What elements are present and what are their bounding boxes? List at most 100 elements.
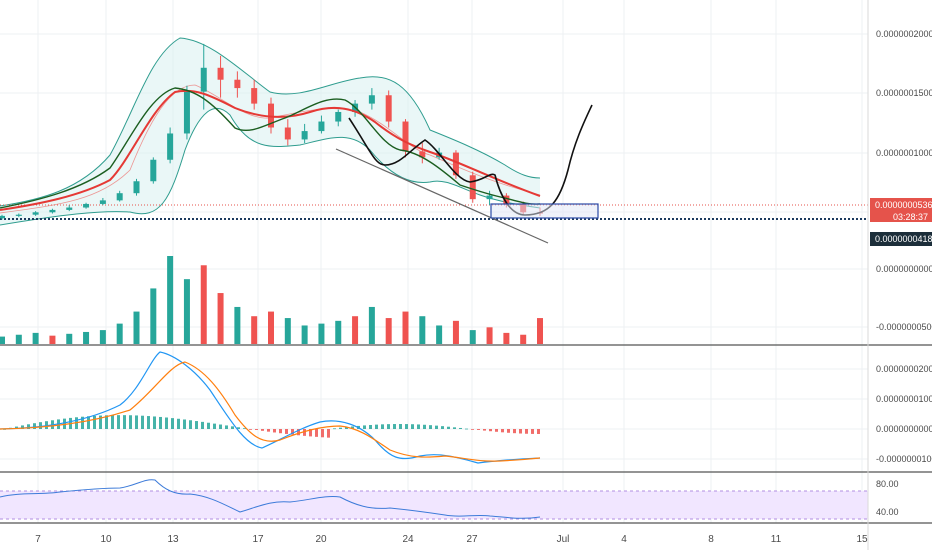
macd-hist-bar	[165, 417, 168, 429]
x-tick: 10	[100, 534, 112, 545]
macd-hist-bar	[507, 429, 510, 433]
y-tick: 0.0000001000	[876, 148, 932, 158]
macd-hist-bar	[411, 424, 414, 429]
bollinger-lower	[0, 107, 541, 226]
macd-hist-bar	[375, 424, 378, 429]
volume-bar	[335, 320, 342, 344]
time-axis[interactable]: 7 10 13 17 20 24 27 Jul 4 8 11 15	[35, 534, 868, 545]
last-price-badge	[870, 198, 932, 211]
ema-slow	[0, 89, 541, 211]
macd-hist-bar	[399, 424, 402, 429]
macd-hist-bar	[99, 415, 102, 429]
macd-hist-bar	[333, 428, 336, 430]
x-tick: 15	[856, 534, 868, 545]
macd-hist-bar	[309, 429, 312, 437]
macd-hist-bar	[135, 415, 138, 429]
volume-bar	[436, 325, 443, 344]
candle-body	[503, 195, 510, 204]
candle-body	[419, 151, 426, 158]
volume-axis[interactable]: 0.0000000000 -0.0000000500	[876, 264, 932, 332]
volume-bar	[150, 288, 157, 344]
macd-hist-bar	[345, 427, 348, 429]
candle-body	[301, 131, 308, 140]
macd-hist-bar	[183, 419, 186, 429]
price-axis[interactable]: 0.0000002000 0.0000001500 0.0000001000 0…	[870, 29, 932, 246]
rsi-line	[0, 479, 541, 519]
macd-hist-bar	[21, 425, 24, 429]
x-tick: 7	[35, 534, 41, 545]
candle-body	[268, 103, 274, 128]
volume-bar	[452, 320, 459, 344]
macd-hist-bar	[423, 424, 426, 429]
countdown-label: 03:28:37	[893, 212, 928, 222]
volume-bar	[234, 306, 241, 344]
macd-pane[interactable]	[0, 351, 541, 464]
volume-bar	[0, 336, 5, 344]
macd-hist-bar	[261, 429, 264, 431]
x-tick: 11	[771, 534, 782, 545]
last-price-label: 0.0000000536	[875, 200, 932, 210]
projection-curve[interactable]	[348, 104, 593, 216]
volume-bar	[15, 334, 22, 344]
y-tick: -0.0000000100	[876, 454, 932, 464]
macd-hist-bar	[525, 429, 528, 434]
volume-bar	[301, 325, 308, 344]
volume-bar	[284, 318, 291, 344]
candle-body	[318, 121, 325, 132]
candle-body	[335, 111, 342, 122]
macd-hist-bar	[465, 428, 468, 430]
candle-body	[486, 195, 493, 200]
y-tick: 0.0000000100	[876, 394, 932, 404]
macd-hist-bar	[27, 424, 30, 429]
macd-hist-bar	[213, 423, 216, 429]
macd-hist-bar	[369, 424, 372, 429]
macd-hist-bar	[285, 429, 288, 434]
x-tick: 17	[252, 534, 264, 545]
rsi-axis[interactable]: 80.00 40.00	[876, 479, 899, 517]
macd-hist-bar	[249, 429, 252, 430]
candle-body	[217, 67, 224, 80]
macd-hist-bar	[189, 420, 192, 429]
candle-body	[15, 214, 22, 216]
y-tick: 0.0000001500	[876, 88, 932, 98]
macd-hist-bar	[219, 424, 222, 429]
macd-hist-bar	[495, 429, 498, 432]
candle-body	[469, 175, 476, 200]
macd-hist-bar	[87, 416, 90, 429]
volume-bar	[116, 323, 123, 344]
macd-hist-bar	[531, 429, 534, 434]
macd-hist-bar	[93, 415, 96, 429]
macd-hist-bar	[81, 416, 84, 429]
rsi-pane[interactable]	[0, 479, 868, 520]
volume-bar	[503, 332, 510, 344]
macd-hist-bar	[339, 427, 342, 429]
macd-hist-bar	[279, 429, 282, 434]
macd-hist-bar	[513, 429, 516, 434]
rsi-band	[0, 491, 868, 519]
candle-body	[368, 95, 375, 104]
macd-axis[interactable]: 0.0000000200 0.0000000100 0.0000000000 -…	[876, 364, 932, 464]
y-tick: 0.0000000000	[876, 424, 932, 434]
candle-body	[32, 212, 39, 215]
volume-bar	[268, 311, 274, 344]
macd-hist-bar	[453, 427, 456, 429]
macd-hist-bar	[315, 429, 318, 437]
macd-hist-bar	[171, 418, 174, 429]
price-pane[interactable]	[0, 37, 868, 244]
macd-hist-bar	[405, 424, 408, 429]
x-tick: 20	[315, 534, 327, 545]
trendline[interactable]	[335, 148, 549, 244]
macd-line	[0, 351, 541, 464]
support-label: 0.0000000418	[875, 234, 932, 244]
macd-hist-bar	[117, 415, 120, 429]
target-box[interactable]	[490, 203, 599, 219]
volume-pane[interactable]	[0, 256, 543, 344]
macd-hist-bar	[159, 416, 162, 429]
volume-bar	[318, 323, 325, 344]
macd-hist-bar	[243, 428, 246, 429]
macd-hist-bar	[447, 426, 450, 429]
volume-bar	[368, 306, 375, 344]
macd-hist-bar	[273, 429, 276, 433]
volume-bar	[49, 335, 56, 344]
